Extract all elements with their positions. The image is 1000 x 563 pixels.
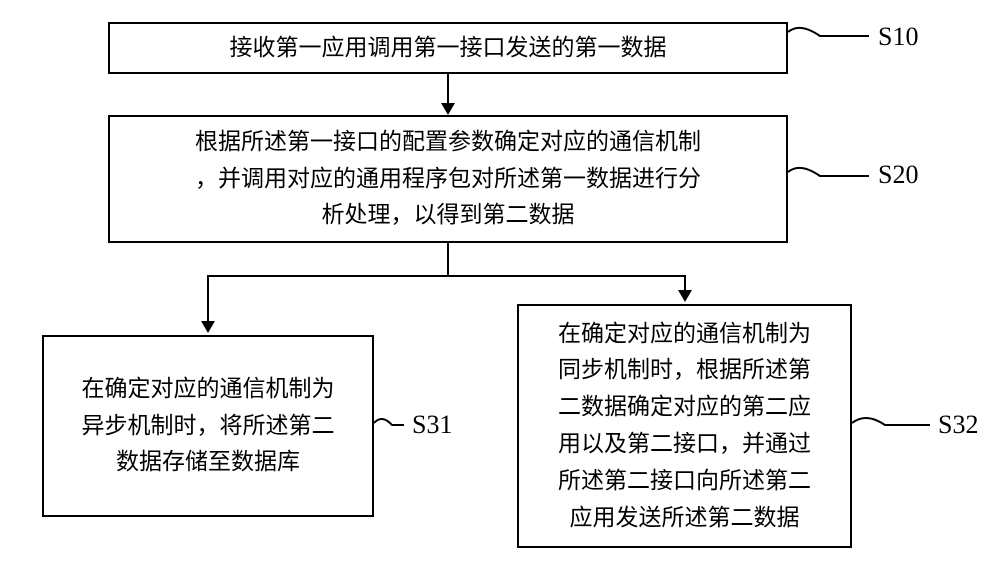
flow-node-s32-text: 在确定对应的通信机制为 同步机制时，根据所述第 二数据确定对应的第二应 用以及第… [558,316,811,537]
flow-node-s31: 在确定对应的通信机制为 异步机制时，将所述第二 数据存储至数据库 [42,335,374,517]
step-label-s32: S32 [938,410,978,440]
flow-node-s31-text: 在确定对应的通信机制为 异步机制时，将所述第二 数据存储至数据库 [82,371,335,481]
step-label-s20: S20 [878,160,918,190]
flow-node-s10: 接收第一应用调用第一接口发送的第一数据 [108,22,788,74]
edge-s10-s20-head [441,103,455,115]
edge-s20-stem [447,243,449,276]
step-label-s10: S10 [878,22,918,52]
edge-s20-s31-head [201,321,215,333]
flow-node-s10-text: 接收第一应用调用第一接口发送的第一数据 [230,30,667,67]
flow-node-s20-text: 根据所述第一接口的配置参数确定对应的通信机制 ，并调用对应的通用程序包对所述第一… [195,124,701,234]
flow-node-s20: 根据所述第一接口的配置参数确定对应的通信机制 ，并调用对应的通用程序包对所述第一… [108,115,788,243]
edge-s20-s31 [207,275,209,323]
edge-split-hbar [208,275,686,277]
step-label-s31: S31 [412,410,452,440]
edge-s20-s32-head [678,290,692,302]
edge-s10-s20 [447,74,449,105]
flow-node-s32: 在确定对应的通信机制为 同步机制时，根据所述第 二数据确定对应的第二应 用以及第… [517,304,852,548]
